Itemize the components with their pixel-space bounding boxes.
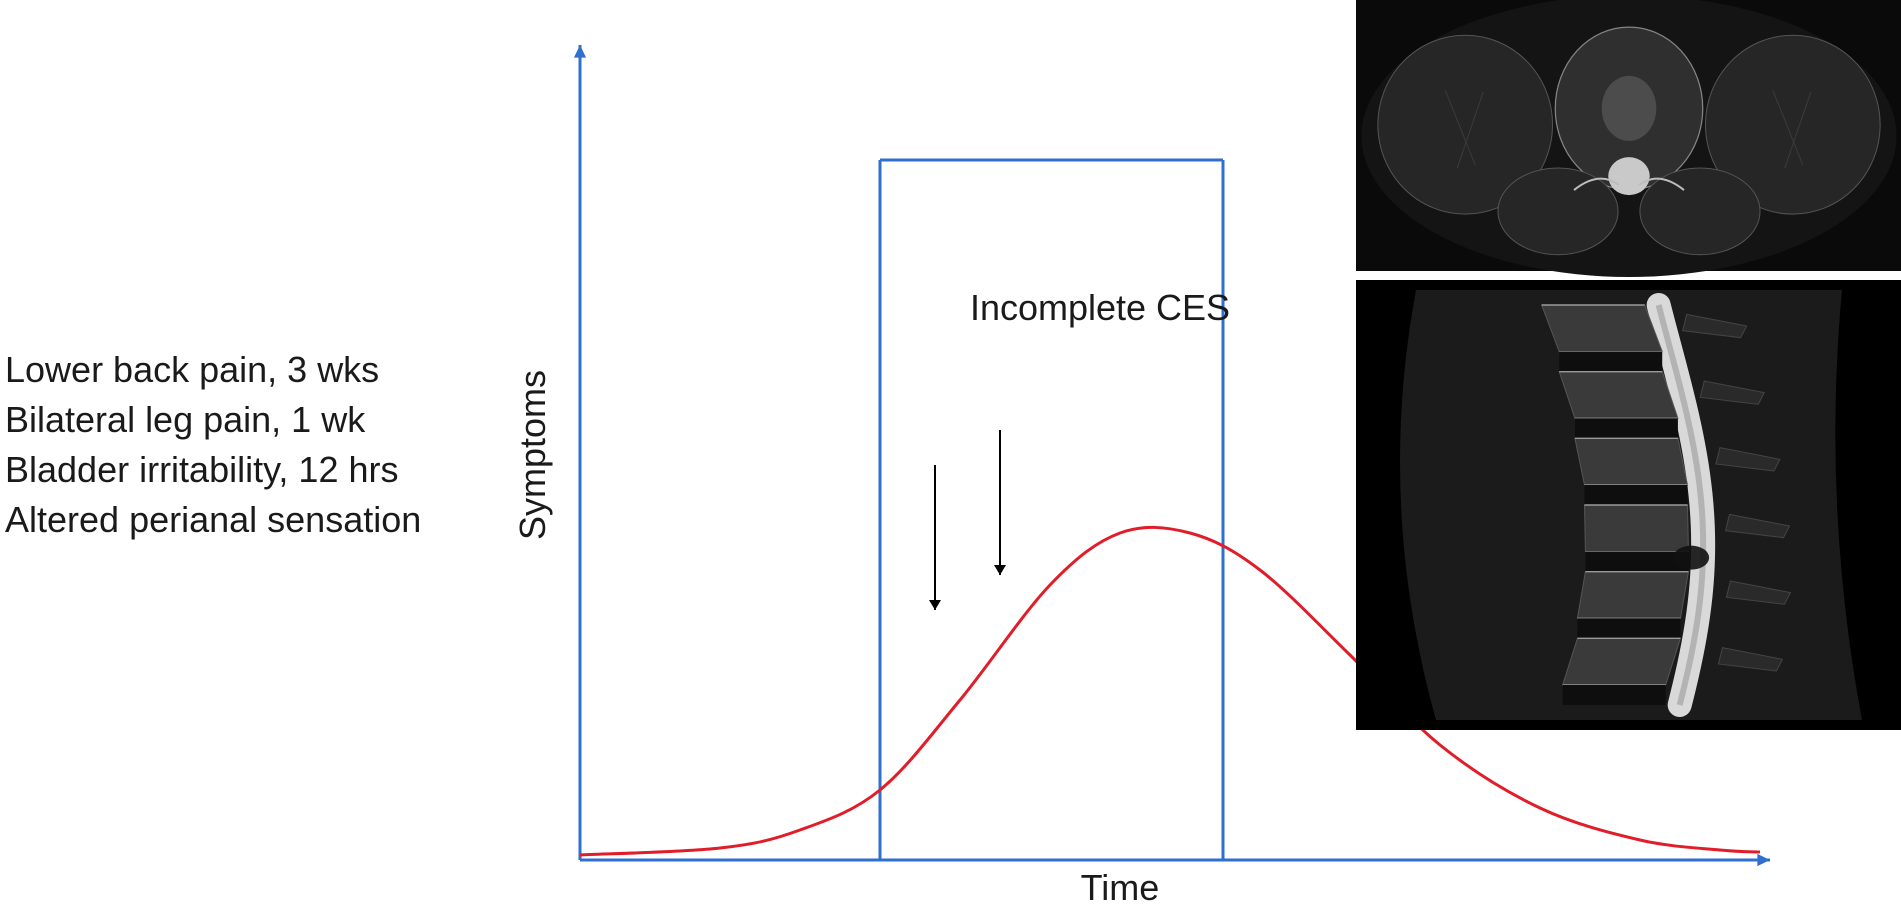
mri-sagittal: [1356, 280, 1901, 730]
figure-svg: Symptoms Time Incomplete CES: [0, 0, 1901, 922]
mri-axial: [1356, 0, 1901, 277]
window-label: Incomplete CES: [970, 287, 1230, 328]
x-axis-label: Time: [1081, 867, 1160, 908]
y-axis-label: Symptoms: [512, 370, 553, 540]
figure-stage: Lower back pain, 3 wks Bilateral leg pai…: [0, 0, 1901, 922]
